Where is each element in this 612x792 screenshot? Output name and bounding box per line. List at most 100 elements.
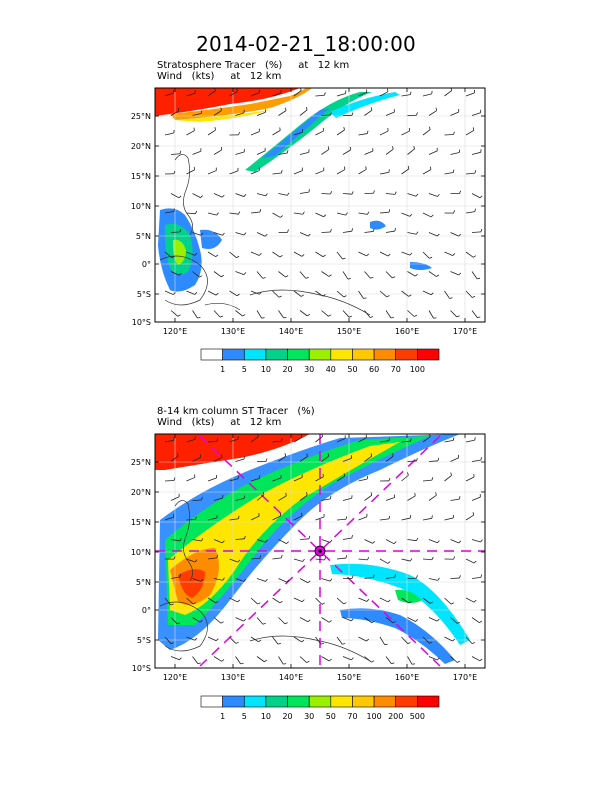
wind-barb — [207, 170, 217, 175]
wind-barb-feather — [452, 169, 455, 173]
y-tick-label: 20°N — [131, 488, 151, 497]
wind-barb-feather — [323, 214, 327, 218]
colorbar-label: 1 — [220, 712, 225, 721]
wind-barb-feather — [472, 296, 476, 298]
wind-barb-feather — [320, 642, 324, 645]
wind-barb-feather — [324, 92, 326, 96]
wind-barb — [315, 94, 325, 97]
x-tick-label: 130°E — [221, 327, 245, 336]
wind-barb — [422, 129, 431, 136]
wind-barb-feather — [387, 561, 391, 564]
colorbar-label: 100 — [366, 712, 381, 721]
wind-barb-feather — [453, 556, 456, 560]
wind-barb — [336, 290, 344, 298]
wind-barb-feather — [407, 472, 409, 476]
wind-barb-feather — [329, 539, 333, 543]
wind-barb-feather — [437, 657, 440, 661]
wind-barb-feather — [328, 274, 332, 277]
wind-barb — [428, 617, 438, 622]
wind-barb-feather — [307, 233, 311, 237]
wind-barb — [293, 251, 303, 257]
wind-barb — [207, 597, 216, 604]
wind-barb-feather — [170, 642, 174, 645]
wind-barb-feather — [370, 107, 373, 111]
wind-barb — [465, 439, 475, 443]
tracer-west-center — [172, 239, 186, 265]
wind-barb-feather — [193, 602, 197, 605]
wind-barb-feather — [236, 293, 240, 297]
wind-barb — [379, 440, 389, 443]
wind-barb — [379, 251, 389, 257]
wind-barb — [229, 438, 239, 443]
wind-barb — [342, 193, 353, 195]
wind-barb-feather — [345, 516, 348, 520]
wind-barb-feather — [384, 643, 388, 646]
wind-barb — [321, 149, 330, 155]
wind-barb — [293, 476, 303, 482]
wind-barb — [428, 494, 437, 501]
wind-barb-feather — [302, 211, 305, 215]
wind-barb — [444, 251, 453, 256]
wind-barb — [272, 251, 281, 258]
colorbar-swatch — [417, 348, 440, 361]
wind-barb — [299, 271, 307, 279]
wind-barb — [364, 271, 371, 279]
y-tick-label: 10°S — [132, 664, 151, 673]
wind-barb-feather — [329, 495, 332, 499]
wind-barb-feather — [194, 252, 198, 256]
wind-barb — [385, 576, 395, 579]
wind-barb — [250, 290, 260, 295]
wind-barb — [450, 617, 458, 624]
wind-barb — [385, 271, 393, 279]
wind-barb-feather — [215, 600, 219, 604]
wind-barb — [471, 193, 481, 199]
panel2-axis-ticks: 120°E 130°E 140°E 150°E 160°E 170°E 25°N 20°N 15… — [131, 434, 485, 682]
wind-barb-feather — [413, 145, 415, 150]
wind-barb — [250, 211, 260, 214]
wind-barb-feather — [416, 575, 418, 579]
wind-barb — [293, 597, 303, 603]
wind-barb-feather — [194, 292, 198, 295]
wind-barb — [342, 271, 349, 280]
wind-barb-feather — [264, 659, 268, 663]
y-tick-label: 10°S — [132, 318, 151, 327]
wind-barb-feather — [215, 254, 219, 257]
wind-barb — [401, 597, 410, 604]
wind-barb-feather — [392, 453, 394, 457]
wind-barb — [385, 310, 392, 319]
wind-barb — [465, 636, 473, 644]
wind-barb — [465, 514, 474, 521]
wind-barb — [444, 636, 453, 642]
wind-barb-feather — [259, 253, 262, 256]
wind-barb — [358, 516, 368, 521]
wind-barb-feather — [301, 639, 305, 643]
y-tick-label: 0° — [142, 260, 151, 269]
wind-barb — [170, 231, 181, 233]
wind-barb — [256, 193, 266, 197]
colorbar-label: 30 — [304, 712, 314, 721]
wind-barb-feather — [407, 642, 411, 644]
wind-barb — [358, 437, 367, 443]
wind-barb — [278, 495, 287, 501]
wind-barb — [364, 539, 373, 544]
wind-barb — [465, 290, 473, 298]
wind-barb-feather — [221, 194, 225, 198]
wind-barb — [299, 191, 309, 194]
wind-barb — [250, 515, 260, 521]
wind-barb-feather — [394, 228, 396, 232]
colorbar-label: 70 — [347, 712, 357, 721]
y-tick-label: 5°N — [136, 232, 151, 241]
colorbar-label: 70 — [391, 365, 401, 374]
wind-barb-feather — [308, 535, 311, 539]
wind-barb — [192, 271, 200, 278]
x-tick-label: 140°E — [279, 327, 303, 336]
wind-barb-feather — [306, 453, 308, 457]
tracer-patch — [395, 589, 422, 603]
wind-barb-feather — [179, 657, 182, 661]
wind-barb — [342, 310, 350, 318]
wind-barb — [471, 576, 481, 579]
panel1-axis-ticks: 120°E 130°E 140°E 150°E 160°E 170°E 25°N 20°N 15… — [131, 88, 485, 336]
wind-barb — [315, 130, 324, 136]
wind-barb — [192, 193, 201, 198]
y-tick-label: 15°N — [131, 518, 151, 527]
